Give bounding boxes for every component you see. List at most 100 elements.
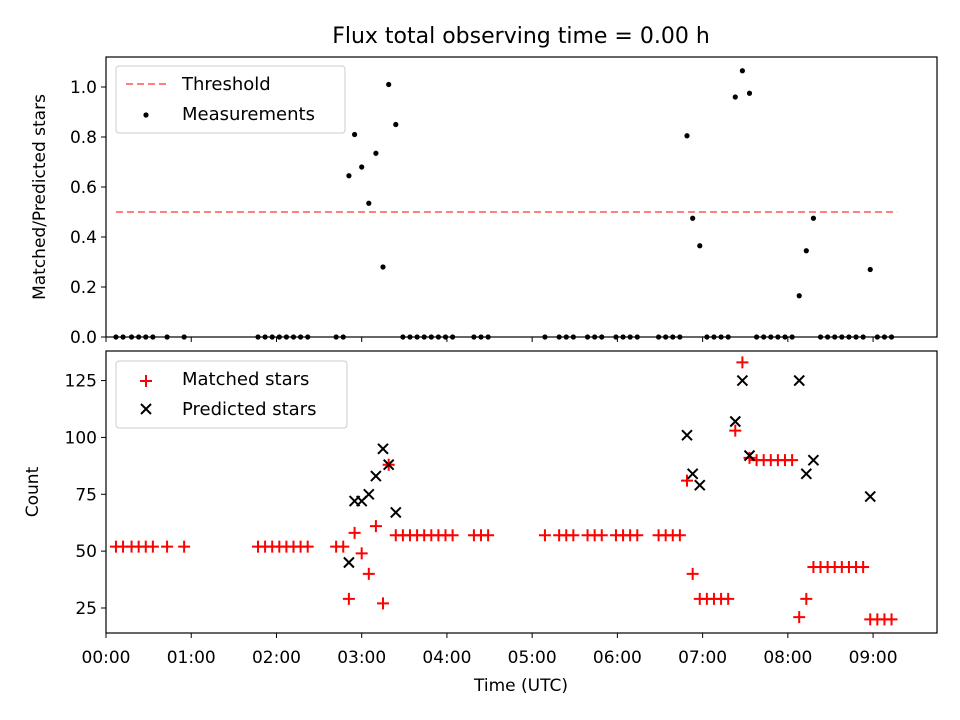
- measurement-point: [346, 173, 352, 179]
- matched-star-point: [146, 540, 159, 553]
- predicted-star-point: [363, 488, 375, 500]
- top-y-tick-label: 0.2: [70, 278, 97, 298]
- matched-star-point: [355, 547, 368, 560]
- legend-predicted-swatch: [140, 403, 152, 415]
- measurement-point: [684, 133, 690, 139]
- matched-star-point: [595, 529, 608, 542]
- measurement-point: [796, 293, 802, 299]
- measurement-point: [803, 248, 809, 254]
- x-tick-label: 01:00: [167, 648, 216, 668]
- x-tick-label: 04:00: [422, 648, 471, 668]
- bottom-legend: Matched stars Predicted stars: [115, 360, 348, 429]
- matched-star-point: [631, 529, 644, 542]
- top-legend-box: [115, 65, 346, 134]
- predicted-star-point: [694, 479, 706, 491]
- bottom-plot-frame: [105, 350, 938, 634]
- x-tick-label: 05:00: [508, 648, 557, 668]
- predicted-star-point: [343, 556, 355, 569]
- predicted-star-point: [736, 374, 749, 387]
- measurement-point: [732, 94, 738, 100]
- measurement-point: [690, 215, 696, 221]
- top-y-tick-label: 0.8: [70, 128, 97, 148]
- predicted-star-point: [377, 443, 389, 455]
- matched-star-point: [800, 592, 813, 605]
- legend-threshold-label: Threshold: [181, 74, 271, 95]
- figure-title: Flux total observing time = 0.00 h: [332, 24, 710, 49]
- top-plot-frame: [105, 56, 938, 338]
- matched-star-point: [793, 611, 806, 624]
- matched-star-point: [161, 540, 174, 553]
- legend-matched-label: Matched stars: [182, 369, 309, 390]
- top-y-tick-label: 0.4: [70, 228, 97, 248]
- predicted-star-point: [370, 470, 382, 482]
- matched-star-point: [857, 561, 870, 574]
- measurement-point: [867, 266, 873, 273]
- legend-measurements-label: Measurements: [182, 104, 315, 125]
- matched-star-point: [348, 526, 361, 539]
- measurement-point: [810, 215, 817, 221]
- top-y-tick-label: 0.0: [70, 328, 97, 348]
- measurement-point: [393, 121, 399, 128]
- matched-star-point: [301, 540, 314, 553]
- bottom-y-tick-label: 50: [75, 542, 97, 562]
- legend-predicted-label: Predicted stars: [182, 399, 316, 420]
- measurement-point: [739, 68, 745, 74]
- matched-star-point: [362, 567, 375, 580]
- predicted-star-point: [382, 459, 395, 471]
- matched-star-point: [342, 592, 355, 605]
- predicted-star-point: [681, 429, 693, 441]
- matched-star-point: [567, 529, 580, 542]
- matched-star-point: [673, 529, 686, 542]
- x-tick-label: 09:00: [849, 648, 898, 668]
- matched-star-point: [178, 540, 191, 553]
- x-tick-label: 06:00: [593, 648, 642, 668]
- matched-star-point: [736, 356, 749, 369]
- legend-matched-swatch: [140, 375, 152, 387]
- matched-star-point: [337, 540, 350, 553]
- measurement-point: [697, 243, 703, 249]
- predicted-star-point: [864, 490, 876, 503]
- matched-star-point: [680, 474, 693, 487]
- x-tick-label: 00:00: [82, 648, 131, 668]
- predicted-star-point: [686, 468, 699, 480]
- top-y-tick-label: 0.6: [70, 178, 97, 198]
- x-tick-label: 03:00: [337, 648, 386, 668]
- x-tick-label: 02:00: [252, 648, 301, 668]
- bottom-y-tick-label: 100: [65, 428, 97, 448]
- legend-measurements-swatch: [143, 112, 149, 118]
- bottom-y-tick-label: 125: [65, 372, 97, 392]
- matched-star-point: [743, 451, 756, 464]
- predicted-star-point: [743, 449, 756, 462]
- measurement-point: [359, 164, 365, 170]
- top-y-tick-label: 1.0: [70, 78, 97, 98]
- bottom-legend-box: [115, 360, 348, 429]
- measurement-point: [366, 200, 372, 206]
- matched-star-point: [369, 520, 382, 533]
- measurement-point: [746, 90, 753, 96]
- matched-star-point: [729, 424, 742, 437]
- matched-star-point: [377, 597, 389, 610]
- bottom-panel: 25 50 75 100 125 Count Matched stars Predict…: [23, 350, 938, 634]
- x-axis-label: Time (UTC): [473, 676, 568, 696]
- measurement-point: [373, 150, 379, 156]
- predicted-star-point: [729, 415, 741, 428]
- x-tick-label: 08:00: [763, 648, 812, 668]
- predicted-star-point: [807, 454, 820, 466]
- matched-star-point: [722, 592, 735, 605]
- predicted-star-point: [793, 374, 805, 387]
- measurement-point: [351, 131, 358, 138]
- predicted-star-point: [800, 468, 813, 480]
- measurement-point: [386, 81, 392, 88]
- matched-star-point: [538, 529, 551, 542]
- x-tick-label: 07:00: [678, 648, 727, 668]
- matched-star-point: [686, 567, 699, 580]
- matched-star-point: [885, 613, 898, 626]
- top-y-axis-label: Matched/Predicted stars: [30, 94, 50, 300]
- matched-star-point: [482, 529, 495, 542]
- bottom-y-tick-label: 75: [75, 485, 97, 505]
- matched-star-point: [446, 529, 459, 542]
- bottom-y-tick-label: 25: [75, 599, 97, 619]
- predicted-star-point: [390, 506, 402, 519]
- bottom-y-axis-label: Count: [23, 466, 43, 517]
